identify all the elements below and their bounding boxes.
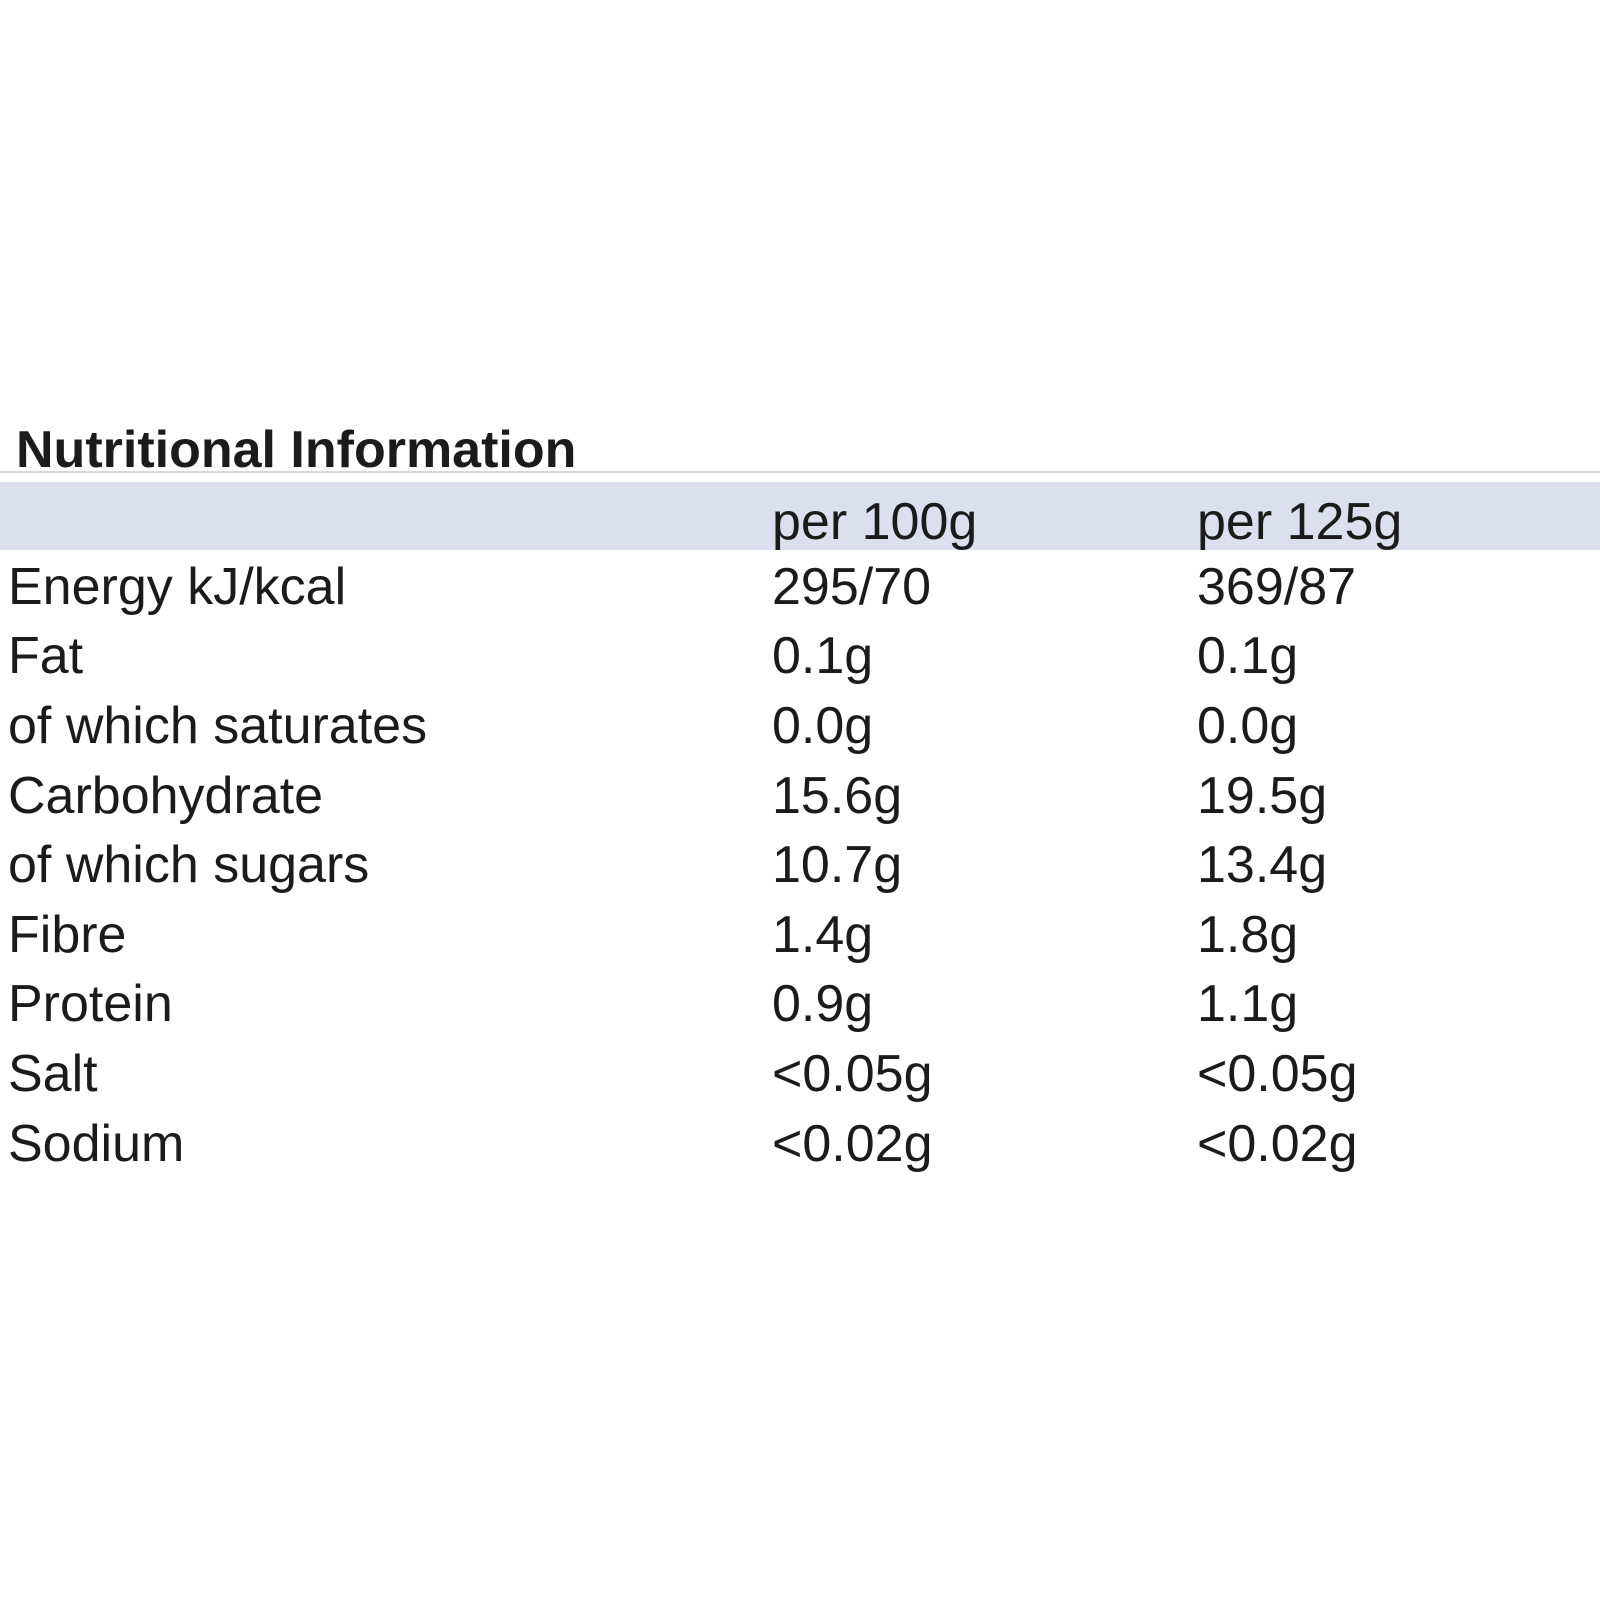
table-row: of which sugars 10.7g 13.4g <box>0 830 1600 900</box>
row-value-per-125g: 13.4g <box>1197 836 1328 895</box>
row-label: of which saturates <box>8 696 428 755</box>
table-row: Fibre 1.4g 1.8g <box>0 900 1600 970</box>
row-value-per-100g: 10.7g <box>772 836 903 895</box>
row-value-per-125g: 0.0g <box>1197 696 1299 755</box>
nutrition-table-body: Energy kJ/kcal 295/70 369/87 Fat 0.1g 0.… <box>0 552 1600 1178</box>
column-header-per-125g: per 125g <box>1197 493 1403 551</box>
row-value-per-100g: 15.6g <box>772 766 903 825</box>
row-value-per-100g: 0.1g <box>772 627 874 686</box>
row-label: Fat <box>8 627 84 686</box>
title-divider <box>0 471 1600 473</box>
table-row: Carbohydrate 15.6g 19.5g <box>0 761 1600 831</box>
row-value-per-100g: 295/70 <box>772 557 932 616</box>
row-value-per-100g: 0.9g <box>772 975 874 1034</box>
column-header-per-100g: per 100g <box>772 493 978 551</box>
table-row: of which saturates 0.0g 0.0g <box>0 691 1600 761</box>
table-header-row: per 100g per 125g <box>0 482 1600 550</box>
row-value-per-100g: <0.02g <box>772 1114 933 1173</box>
row-value-per-125g: 19.5g <box>1197 766 1328 825</box>
table-row: Protein 0.9g 1.1g <box>0 970 1600 1040</box>
row-label: Sodium <box>8 1114 185 1173</box>
page-title: Nutritional Information <box>16 421 577 479</box>
table-row: Energy kJ/kcal 295/70 369/87 <box>0 552 1600 622</box>
row-label: Carbohydrate <box>8 766 324 825</box>
row-label: Fibre <box>8 905 127 964</box>
row-label: Protein <box>8 975 173 1034</box>
row-value-per-100g: 1.4g <box>772 905 874 964</box>
row-value-per-125g: <0.05g <box>1197 1044 1358 1103</box>
row-value-per-125g: 1.8g <box>1197 905 1299 964</box>
table-row: Fat 0.1g 0.1g <box>0 622 1600 692</box>
row-label: Salt <box>8 1044 98 1103</box>
row-label: Energy kJ/kcal <box>8 557 347 616</box>
row-label: of which sugars <box>8 836 370 895</box>
table-row: Sodium <0.02g <0.02g <box>0 1109 1600 1179</box>
row-value-per-125g: 1.1g <box>1197 975 1299 1034</box>
row-value-per-100g: 0.0g <box>772 696 874 755</box>
row-value-per-125g: 369/87 <box>1197 557 1357 616</box>
row-value-per-100g: <0.05g <box>772 1044 933 1103</box>
table-row: Salt <0.05g <0.05g <box>0 1039 1600 1109</box>
row-value-per-125g: 0.1g <box>1197 627 1299 686</box>
row-value-per-125g: <0.02g <box>1197 1114 1358 1173</box>
